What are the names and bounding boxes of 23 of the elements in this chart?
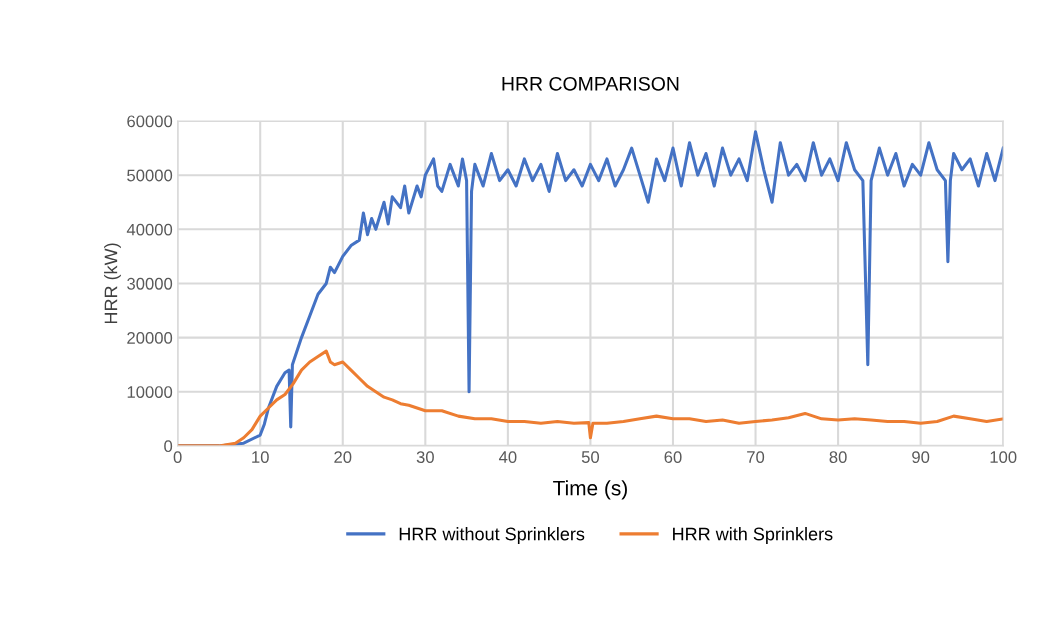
y-tick-label: 50000 <box>127 169 173 182</box>
y-tick-label: 10000 <box>127 386 173 398</box>
x-tick-label: 60 <box>664 451 682 463</box>
x-tick-label: 20 <box>334 451 352 463</box>
y-tick-label: 0 <box>164 440 173 453</box>
legend-label: HRR with Sprinklers <box>673 527 833 544</box>
chart-title: HRR COMPARISON <box>502 76 679 91</box>
legend-label: HRR without Sprinklers <box>399 527 585 544</box>
y-tick-label: 40000 <box>126 223 173 236</box>
y-tick-label: 20000 <box>127 332 173 344</box>
x-tick-label: 10 <box>252 451 269 463</box>
x-tick-label: 0 <box>173 451 182 463</box>
x-tick-label: 40 <box>498 451 517 463</box>
x-tick-label: 50 <box>581 451 600 463</box>
y-tick-label: 30000 <box>127 277 173 290</box>
x-tick-label: 100 <box>990 451 1017 463</box>
y-tick-label: 60000 <box>127 115 173 128</box>
x-tick-label: 80 <box>829 451 847 463</box>
x-tick-label: 70 <box>747 451 765 463</box>
x-tick-label: 30 <box>416 451 434 463</box>
x-tick-label: 90 <box>912 451 930 463</box>
y-axis-title: HRR (kW) <box>104 243 121 324</box>
x-axis-title: Time (s) <box>553 480 627 500</box>
